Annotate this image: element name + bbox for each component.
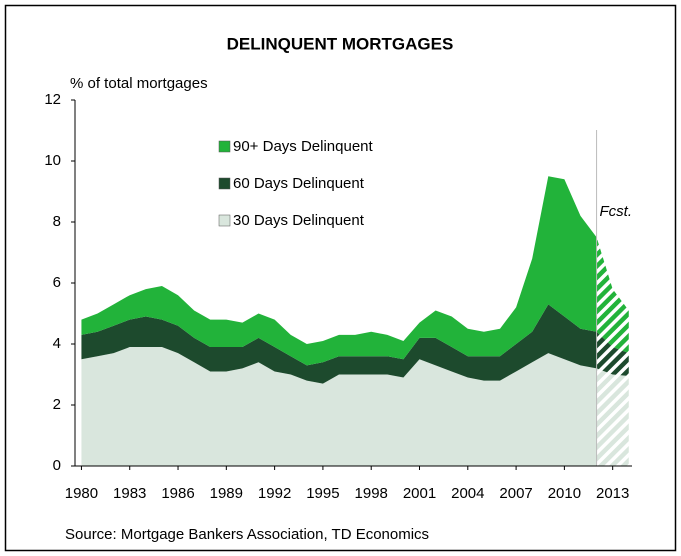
- x-tick-label: 1980: [65, 485, 98, 502]
- x-tick-label: 1983: [113, 485, 146, 502]
- y-tick-label: 2: [53, 396, 61, 413]
- y-tick-label: 10: [44, 152, 61, 169]
- x-tick-label: 1998: [355, 485, 388, 502]
- x-tick-label: 2013: [596, 485, 629, 502]
- x-tick-label: 2010: [548, 485, 581, 502]
- forecast-area: [596, 331, 629, 377]
- x-tick-label: 1989: [210, 485, 243, 502]
- legend-label: 60 Days Delinquent: [233, 175, 365, 192]
- source: Source: Mortgage Bankers Association, TD…: [65, 526, 429, 543]
- legend-swatch: [218, 140, 231, 153]
- area: [81, 176, 597, 366]
- legend-label: 90+ Days Delinquent: [233, 138, 374, 155]
- y-tick-label: 12: [44, 91, 61, 108]
- forecast-area: [596, 237, 629, 354]
- legend-swatch: [218, 214, 231, 227]
- forecast-label: Fcst.: [600, 203, 633, 220]
- area: [81, 347, 597, 466]
- legend-label: 30 Days Delinquent: [233, 212, 365, 229]
- chart-title: DELINQUENT MORTGAGES: [227, 34, 454, 53]
- forecast-area: [596, 368, 629, 466]
- y-tick-label: 8: [53, 213, 61, 230]
- legend-swatch: [218, 177, 231, 190]
- x-tick-label: 2001: [403, 485, 436, 502]
- y-axis-label: % of total mortgages: [70, 75, 208, 92]
- x-tick-label: 1995: [306, 485, 339, 502]
- x-tick-label: 1986: [161, 485, 194, 502]
- y-tick-label: 4: [53, 335, 61, 352]
- area: [81, 304, 597, 384]
- x-tick-label: 2007: [499, 485, 532, 502]
- y-tick-label: 6: [53, 274, 61, 291]
- x-tick-label: 2004: [451, 485, 484, 502]
- x-tick-label: 1992: [258, 485, 291, 502]
- y-tick-label: 0: [53, 457, 61, 474]
